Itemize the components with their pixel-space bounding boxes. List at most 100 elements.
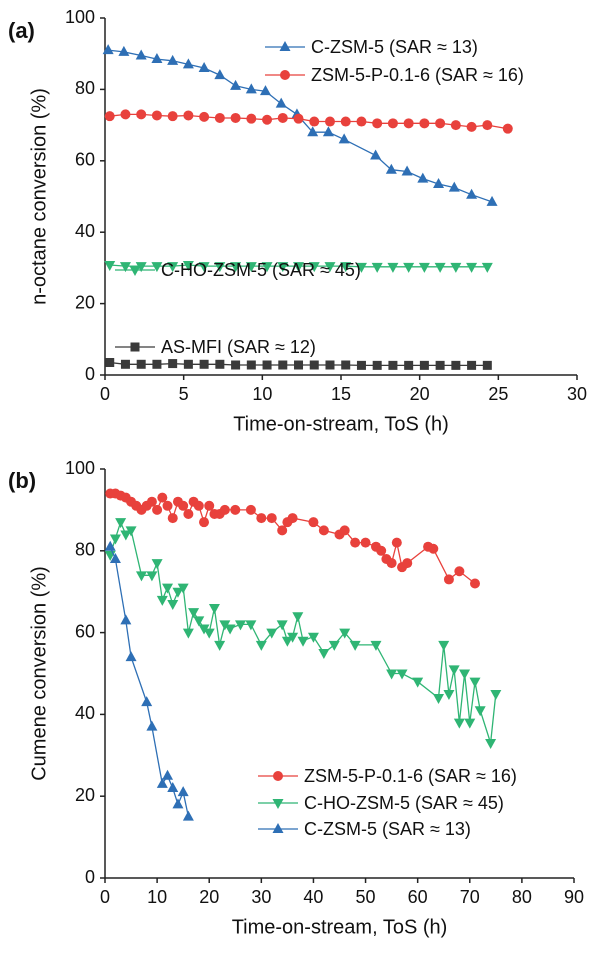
marker	[167, 513, 178, 524]
marker	[183, 508, 194, 519]
marker	[372, 118, 383, 129]
marker	[340, 116, 351, 127]
marker	[104, 540, 116, 551]
marker	[324, 262, 336, 273]
panel-label: (a)	[8, 18, 35, 43]
marker	[151, 53, 163, 64]
x-tick-label: 70	[460, 887, 480, 907]
marker	[307, 126, 319, 137]
marker	[168, 359, 178, 369]
marker	[370, 640, 382, 651]
marker	[262, 114, 273, 125]
marker	[435, 360, 445, 370]
marker	[482, 360, 492, 370]
marker	[339, 628, 351, 639]
marker	[208, 604, 220, 615]
x-tick-label: 5	[179, 384, 189, 404]
marker	[371, 262, 383, 273]
marker	[466, 188, 478, 199]
marker	[434, 262, 446, 273]
marker	[376, 545, 387, 556]
x-tick-label: 50	[356, 887, 376, 907]
panel-label: (b)	[8, 468, 36, 493]
marker	[309, 360, 319, 370]
y-tick-label: 100	[65, 7, 95, 27]
marker	[219, 504, 230, 515]
marker	[403, 118, 414, 129]
marker	[454, 566, 465, 577]
x-axis-title: Time-on-stream, ToS (h)	[233, 413, 449, 435]
marker	[256, 513, 267, 524]
marker	[435, 118, 446, 129]
marker	[118, 45, 130, 56]
marker	[198, 61, 210, 72]
marker	[104, 261, 116, 272]
marker	[231, 360, 241, 370]
marker	[178, 500, 189, 511]
marker	[293, 262, 305, 273]
marker	[385, 163, 397, 174]
marker	[294, 360, 304, 370]
marker	[151, 559, 163, 570]
marker	[102, 44, 114, 55]
marker	[177, 583, 189, 594]
y-axis-title: n-octane conversion (%)	[28, 88, 50, 305]
marker	[339, 525, 350, 536]
marker	[438, 640, 450, 651]
marker	[198, 262, 210, 273]
marker	[152, 359, 162, 369]
marker	[120, 530, 132, 541]
y-axis-title: Cumene conversion (%)	[28, 566, 50, 781]
marker	[485, 739, 497, 750]
marker	[157, 492, 168, 503]
marker	[355, 262, 367, 273]
marker	[162, 583, 174, 594]
marker	[167, 262, 179, 273]
marker	[146, 496, 157, 507]
marker	[469, 578, 480, 589]
marker	[281, 636, 293, 647]
marker	[259, 85, 271, 96]
marker	[105, 358, 115, 368]
y-tick-label: 0	[85, 867, 95, 887]
marker	[246, 360, 256, 370]
marker	[419, 118, 430, 129]
marker	[214, 112, 225, 123]
marker	[167, 599, 179, 610]
marker	[167, 54, 179, 65]
x-tick-label: 90	[564, 887, 584, 907]
marker	[318, 649, 330, 660]
marker	[215, 359, 225, 369]
marker	[482, 120, 493, 131]
marker	[214, 262, 226, 273]
marker	[277, 112, 288, 123]
marker	[277, 525, 288, 536]
x-tick-label: 15	[331, 384, 351, 404]
marker	[273, 771, 283, 781]
y-tick-label: 60	[75, 150, 95, 170]
marker	[448, 181, 460, 192]
marker	[234, 620, 246, 631]
marker	[386, 558, 397, 569]
marker	[322, 126, 334, 137]
marker	[199, 359, 209, 369]
marker	[156, 777, 168, 788]
marker	[433, 178, 445, 189]
marker	[261, 262, 273, 273]
marker	[451, 360, 461, 370]
x-tick-label: 80	[512, 887, 532, 907]
marker	[167, 111, 178, 122]
y-tick-label: 40	[75, 703, 95, 723]
marker	[129, 266, 141, 276]
marker	[266, 628, 278, 639]
marker	[464, 718, 476, 729]
marker	[125, 526, 137, 537]
marker	[230, 504, 241, 515]
marker	[214, 69, 226, 80]
marker	[324, 116, 335, 127]
legend-label: AS-MFI (SAR ≈ 12)	[161, 337, 316, 357]
marker	[172, 587, 184, 598]
marker	[151, 262, 163, 273]
y-tick-label: 100	[65, 458, 95, 478]
marker	[292, 612, 304, 623]
